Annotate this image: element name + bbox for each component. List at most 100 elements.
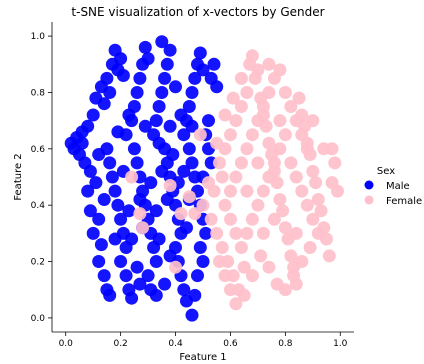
point-female — [309, 176, 323, 190]
point-male — [196, 63, 210, 77]
x-tick-label: 0.0 — [59, 339, 74, 349]
point-female — [276, 204, 290, 218]
point-female — [306, 114, 320, 128]
point-female — [245, 49, 259, 63]
point-female — [295, 184, 309, 198]
point-female — [240, 184, 254, 198]
point-female — [289, 226, 303, 240]
point-male — [163, 119, 177, 133]
point-male — [86, 108, 100, 122]
point-male — [92, 212, 106, 226]
point-male — [149, 204, 163, 218]
point-male — [125, 291, 139, 305]
point-male — [133, 193, 147, 206]
point-male — [193, 241, 207, 254]
point-male — [169, 80, 182, 94]
point-male — [116, 69, 130, 82]
x-tick-label: 0.2 — [113, 339, 127, 349]
point-male — [138, 119, 152, 133]
point-female — [215, 241, 229, 254]
series-male — [64, 35, 224, 322]
legend-label-male: Male — [386, 181, 410, 192]
point-male — [92, 148, 106, 161]
point-female — [245, 212, 259, 226]
point-female — [300, 142, 314, 156]
point-male — [152, 232, 166, 246]
point-male — [177, 128, 191, 142]
point-female — [251, 114, 265, 128]
point-female — [273, 114, 287, 128]
series-female — [125, 49, 344, 311]
legend-label-female: Female — [386, 196, 422, 207]
point-male — [149, 288, 163, 302]
point-female — [278, 86, 292, 99]
point-female — [262, 260, 276, 274]
point-female — [215, 170, 229, 184]
point-female — [224, 283, 237, 297]
point-male — [108, 184, 122, 198]
point-male — [196, 255, 210, 268]
point-female — [218, 198, 232, 212]
point-female — [182, 190, 196, 204]
point-female — [224, 128, 237, 142]
legend-marker-female — [364, 195, 374, 205]
point-female — [188, 207, 202, 221]
axes-layer — [51, 22, 354, 333]
point-male — [185, 86, 199, 99]
point-female — [237, 260, 251, 274]
point-female — [262, 136, 276, 150]
point-male — [81, 119, 95, 133]
point-female — [224, 212, 237, 226]
point-female — [169, 260, 182, 274]
point-female — [251, 156, 265, 170]
point-female — [234, 156, 248, 170]
point-male — [210, 80, 224, 94]
point-female — [174, 207, 188, 221]
point-male — [158, 277, 172, 291]
point-male — [97, 269, 111, 283]
point-female — [133, 207, 147, 221]
point-male — [100, 71, 114, 85]
point-female — [234, 71, 248, 85]
point-male — [188, 288, 202, 302]
point-female — [251, 63, 265, 77]
point-female — [210, 226, 224, 240]
point-male — [152, 100, 166, 113]
point-male — [122, 108, 136, 122]
y-tick-label: 0.0 — [31, 314, 46, 324]
point-male — [191, 269, 204, 283]
point-male — [185, 308, 199, 322]
point-male — [174, 108, 188, 122]
point-female — [267, 212, 281, 226]
point-female — [262, 86, 276, 99]
point-male — [160, 57, 174, 71]
point-female — [207, 184, 221, 198]
y-tick-label: 0.2 — [31, 258, 45, 268]
point-female — [256, 184, 270, 198]
point-male — [97, 97, 111, 111]
point-female — [229, 114, 243, 128]
point-female — [226, 91, 240, 105]
point-male — [114, 52, 128, 66]
point-female — [251, 198, 265, 212]
point-female — [295, 128, 309, 142]
point-male — [202, 114, 215, 128]
point-male — [180, 221, 193, 235]
point-male — [111, 198, 125, 212]
point-female — [273, 63, 287, 77]
point-male — [188, 71, 202, 85]
point-female — [322, 249, 336, 263]
point-male — [130, 86, 144, 99]
point-male — [125, 232, 139, 246]
point-female — [240, 142, 254, 156]
point-female — [136, 221, 150, 235]
x-tick-label: 0.8 — [278, 339, 293, 349]
point-female — [273, 142, 287, 156]
point-male — [119, 269, 133, 283]
point-female — [287, 269, 301, 283]
point-female — [256, 100, 270, 113]
point-female — [213, 156, 226, 170]
point-male — [182, 100, 196, 113]
point-male — [133, 71, 147, 85]
